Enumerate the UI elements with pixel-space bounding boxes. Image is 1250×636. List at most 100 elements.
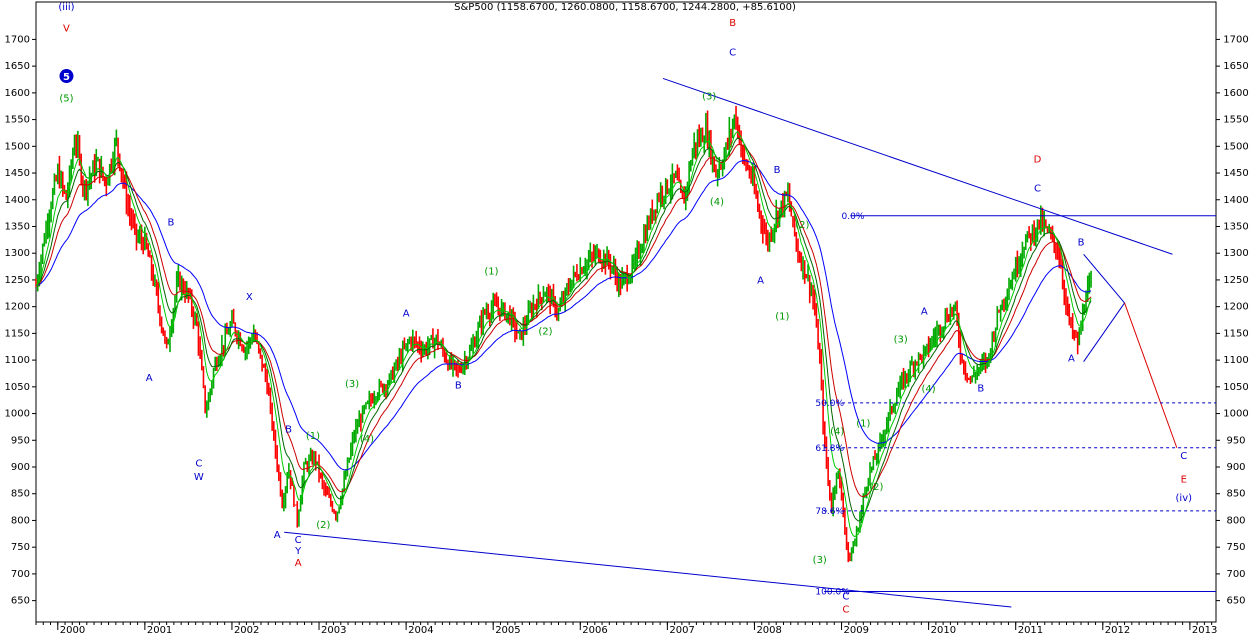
y-tick-label-right: 1100	[1223, 355, 1248, 366]
wave-label: (1)	[306, 431, 320, 442]
y-tick-label-left: 1050	[5, 382, 30, 393]
y-tick-label-right: 1000	[1223, 409, 1248, 420]
wave-label: B	[1078, 238, 1085, 249]
y-tick-label-right: 1050	[1223, 382, 1248, 393]
y-tick-label-left: 700	[11, 569, 30, 580]
y-tick-label-left: 1300	[5, 248, 30, 259]
x-tick-label: 2013	[1192, 625, 1217, 636]
wave-label: (2)	[538, 326, 552, 337]
wave-label: (2)	[316, 520, 330, 531]
x-tick-label: 2006	[582, 625, 607, 636]
wave-label: C	[842, 604, 849, 615]
x-tick-label: 2012	[1105, 625, 1130, 636]
x-tick-label: 2010	[931, 625, 956, 636]
wave-label: (iv)	[1176, 493, 1193, 504]
y-tick-label-right: 1150	[1223, 328, 1248, 339]
wave-label: B	[977, 384, 984, 395]
x-tick-label: 2005	[495, 625, 520, 636]
x-tick-label: 2008	[756, 625, 781, 636]
wave-label: A	[146, 373, 153, 384]
wave-label: (2)	[869, 482, 883, 493]
y-tick-label-right: 1300	[1223, 248, 1248, 259]
wave-label: B	[455, 380, 462, 391]
wave-label: (3)	[894, 334, 908, 345]
wave-label: Y	[294, 546, 302, 557]
x-axis: 2000 2001 2002 2003 2004 2005 2006 2007 2008 2009…	[35, 622, 1217, 636]
y-tick-label-left: 1650	[5, 61, 30, 72]
wave-label: A	[757, 276, 764, 287]
x-tick-label: 2003	[321, 625, 346, 636]
y-tick-label-left: 950	[11, 435, 30, 446]
wave-label: A	[295, 558, 302, 569]
wave-label: B	[285, 424, 292, 435]
triangle-bottom-line	[1083, 302, 1125, 362]
moving-average-line-4	[35, 130, 1092, 538]
y-tick-label-right: 1450	[1223, 168, 1248, 179]
y-tick-label-right: 1200	[1223, 302, 1248, 313]
wave-5-circle-marker	[59, 69, 74, 84]
wave-label: B	[168, 217, 175, 228]
fibonacci-levels: 0.0% 50.0% 61.8% 78.6% 100.0%	[815, 212, 1216, 598]
y-tick-label-left: 1550	[5, 115, 30, 126]
y-tick-label-left: 1000	[5, 409, 30, 420]
wave-label: B	[774, 165, 781, 176]
upper-channel-line	[662, 77, 1173, 255]
wave-label: (5)	[59, 93, 73, 104]
y-tick-label-left: 650	[11, 596, 30, 607]
fib-level-label: 50.0%	[815, 399, 844, 409]
wave-label: (1)	[856, 418, 870, 429]
wave-label: (3)	[345, 379, 359, 390]
y-tick-label-right: 1550	[1223, 115, 1248, 126]
projection-line	[1124, 302, 1178, 448]
y-tick-label-right: 950	[1226, 435, 1245, 446]
y-tick-label-right: 1650	[1223, 61, 1248, 72]
y-tick-label-left: 1450	[5, 168, 30, 179]
y-tick-label-right: 1500	[1223, 141, 1248, 152]
y-tick-label-left: 1600	[5, 88, 30, 99]
y-tick-label-right: 900	[1226, 462, 1245, 473]
y-tick-label-left: 1400	[5, 195, 30, 206]
wave-label: V	[63, 23, 70, 34]
wave-label: (4)	[830, 426, 844, 437]
moving-averages	[35, 130, 1092, 538]
wave-label: A	[921, 307, 928, 318]
price-bars	[35, 105, 1092, 563]
y-tick-label-right: 650	[1226, 596, 1245, 607]
wave-label: A	[274, 530, 281, 541]
wave-label: (3)	[702, 91, 716, 102]
y-tick-label-right: 750	[1226, 542, 1245, 553]
wave-label: (4)	[710, 197, 724, 208]
wave-label: A	[403, 308, 410, 319]
y-tick-label-left: 1200	[5, 302, 30, 313]
y-tick-label-left: 1250	[5, 275, 30, 286]
wave-label: C	[295, 535, 302, 546]
triangle-top-line	[1083, 253, 1125, 304]
wave-label: (4)	[360, 434, 374, 445]
wave-label: B	[729, 18, 736, 29]
wave-5-circle-label: 5	[63, 72, 70, 83]
fib-level-label: 78.6%	[815, 507, 844, 517]
fib-level-label: 61.8%	[815, 444, 844, 454]
wave-label: C	[729, 47, 736, 58]
y-tick-label-right: 700	[1226, 569, 1245, 580]
wave-label: (4)	[922, 384, 936, 395]
wave-label: C	[195, 458, 202, 469]
y-tick-label-left: 1350	[5, 221, 30, 232]
y-tick-label-right: 1350	[1223, 221, 1248, 232]
y-tick-label-left: 1500	[5, 141, 30, 152]
y-tick-label-right: 800	[1226, 515, 1245, 526]
x-tick-label: 2001	[147, 625, 172, 636]
wave-label: (iii)	[58, 2, 74, 13]
wave-label: W	[194, 472, 204, 483]
x-tick-label: 2004	[408, 625, 433, 636]
moving-average-line-2	[35, 143, 1092, 498]
x-tick-label: 2000	[60, 625, 85, 636]
y-tick-label-left: 1150	[5, 328, 30, 339]
wave-label: C	[1180, 451, 1187, 462]
y-tick-label-left: 750	[11, 542, 30, 553]
y-tick-label-left: 900	[11, 462, 30, 473]
x-tick-label: 2002	[234, 625, 259, 636]
